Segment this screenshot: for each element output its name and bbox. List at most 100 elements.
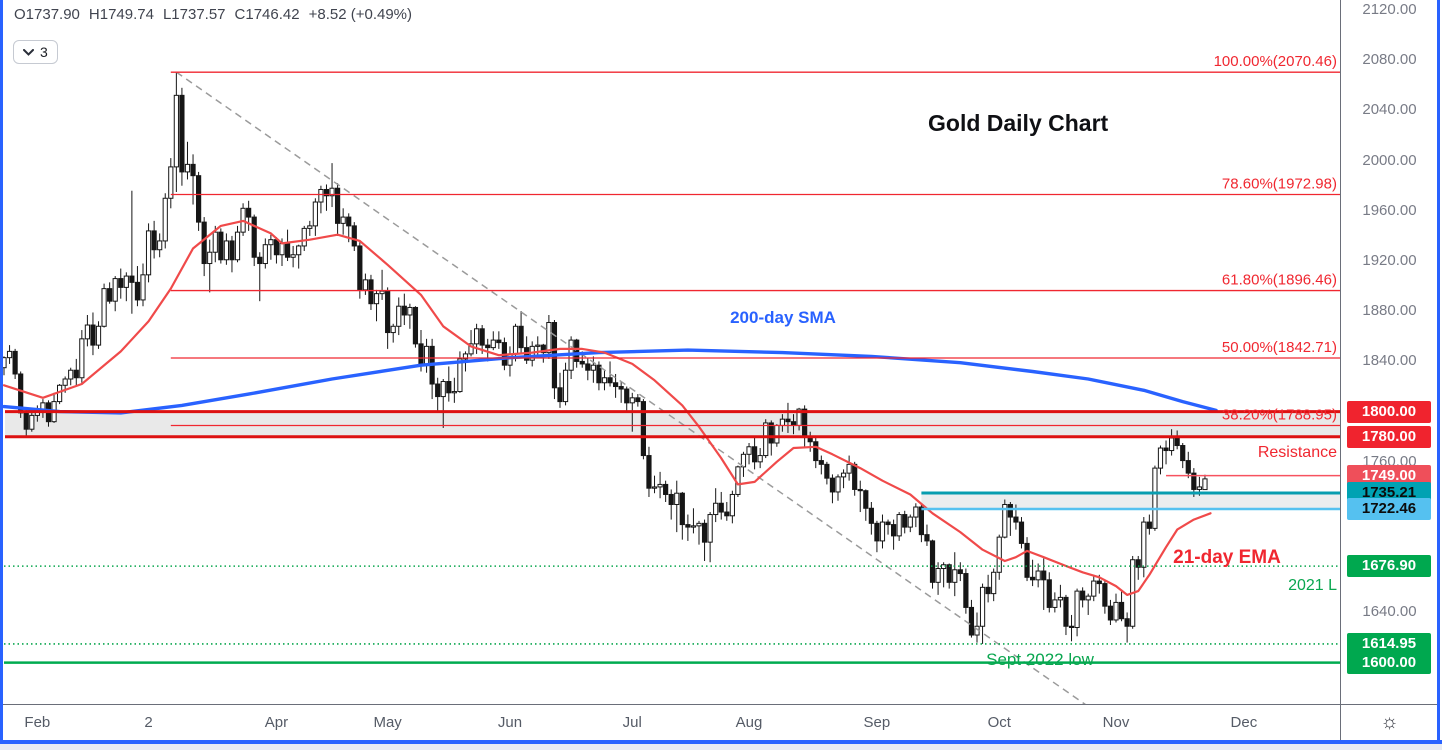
candle-body	[385, 290, 391, 334]
fib-label-38.20%[interactable]: 38.20%(1788.95)	[1222, 407, 1337, 424]
candle-body	[234, 231, 241, 261]
candle-body	[1096, 580, 1102, 585]
ohlc-low: L1737.57	[162, 6, 226, 23]
candle-body	[613, 382, 619, 388]
candle-body	[1118, 601, 1125, 620]
fib-label-100.00%[interactable]: 100.00%(2070.46)	[1214, 53, 1337, 70]
price-badge-1722.46: 1722.46	[1347, 497, 1431, 520]
price-badge-1676.90: 1676.90	[1347, 555, 1431, 578]
candle-body	[924, 534, 930, 542]
window-bottom-strip	[0, 744, 1442, 750]
candle-body	[479, 328, 485, 346]
candle-body	[73, 369, 79, 379]
candle-body	[379, 290, 385, 295]
candle-body	[218, 231, 224, 261]
low-2021-label[interactable]: 2021 L	[1288, 577, 1337, 594]
fib-label-50.00%[interactable]: 50.00%(1842.71)	[1222, 339, 1337, 356]
time-tick-Apr: Apr	[264, 714, 289, 731]
candle-body	[874, 522, 880, 542]
sma-200-line[interactable]	[2, 348, 1218, 415]
candle-body	[262, 244, 268, 265]
candle-body	[957, 569, 963, 575]
candle-body	[757, 455, 763, 463]
candle-body	[562, 369, 569, 403]
candle-body	[1146, 521, 1152, 529]
candle-body	[190, 163, 196, 177]
candlestick-plot[interactable]: 100.00%(2070.46) 78.60%(1972.98) 61.80%(18…	[0, 0, 1340, 704]
candle-body	[329, 187, 335, 197]
candle-body	[651, 486, 658, 489]
candle-body	[1102, 583, 1108, 607]
resistance-zone-fill[interactable]	[5, 411, 1340, 437]
candle-body	[290, 254, 296, 258]
price-tick-1880.00: 1880.00	[1362, 302, 1417, 320]
candle-body	[196, 175, 202, 223]
candle-body	[913, 506, 919, 518]
candle-body	[646, 455, 652, 489]
candle-body	[412, 306, 419, 345]
chart-settings-gear-icon[interactable]: ☼	[1380, 711, 1399, 733]
candle-body	[535, 344, 541, 347]
candle-body	[357, 245, 363, 291]
time-axis[interactable]: Feb 2 Apr May Jun Jul Aug Sep Oct Nov Dec	[0, 704, 1340, 741]
ohlc-high: H1749.74	[88, 6, 154, 23]
candle-body	[468, 343, 474, 355]
candle-body	[718, 502, 724, 513]
chevron-down-icon	[23, 48, 34, 56]
candle-body	[590, 364, 596, 371]
candle-body	[696, 522, 702, 527]
downtrend-line[interactable]	[175, 71, 1093, 704]
candle-body	[268, 239, 274, 246]
candle-body	[635, 397, 641, 403]
candle-body	[1013, 516, 1019, 523]
candle-body	[1107, 605, 1114, 621]
candle-body	[162, 197, 168, 242]
price-badge-1600.00: 1600.00	[1347, 651, 1431, 674]
candle-body	[1035, 570, 1041, 581]
candle-body	[852, 463, 858, 490]
candle-body	[891, 524, 897, 537]
sma-label[interactable]: 200-day SMA	[730, 308, 836, 327]
candle-body	[134, 281, 141, 301]
time-tick-2: 2	[144, 714, 153, 731]
interval-dropdown-button[interactable]: 3	[13, 40, 58, 64]
candle-body	[907, 516, 913, 528]
candle-body	[857, 488, 863, 492]
candle-body	[462, 353, 469, 360]
candle-body	[273, 239, 280, 256]
ohlc-open: O1737.90	[14, 6, 80, 23]
fib-label-61.80%[interactable]: 61.80%(1896.46)	[1222, 272, 1337, 289]
candle-body	[173, 94, 179, 168]
candle-body	[540, 344, 546, 354]
candle-body	[746, 446, 752, 455]
candle-body	[835, 476, 841, 493]
window-bottom-bar[interactable]	[0, 740, 1442, 744]
price-axis[interactable]: 2120.00 2080.00 2040.00 2000.00 1960.00 1920.…	[1340, 0, 1438, 740]
candle-body	[157, 240, 163, 251]
candle-body	[362, 279, 368, 291]
candle-body	[351, 225, 357, 247]
sept-2022-low-label[interactable]: Sept 2022 low	[986, 650, 1094, 669]
ohlc-change: +8.52 (+0.49%)	[308, 6, 412, 23]
time-tick-Jun: Jun	[497, 714, 523, 731]
ema-label[interactable]: 21-day EMA	[1173, 547, 1281, 568]
candle-body	[779, 418, 785, 426]
demand-zone-fill[interactable]	[921, 492, 1340, 509]
price-tick-2000.00: 2000.00	[1362, 151, 1417, 169]
price-badge-1749.00: 1749.00	[1347, 464, 1431, 487]
axis-corner-cell: ☼	[1340, 704, 1438, 741]
candle-body	[868, 507, 874, 524]
candle-body	[1041, 570, 1047, 581]
candle-body	[29, 414, 35, 430]
candle-body	[323, 188, 330, 197]
candle-body	[1068, 625, 1075, 629]
price-tick-1640.00: 1640.00	[1362, 603, 1417, 621]
candle-body	[68, 369, 74, 380]
fib-label-78.60%[interactable]: 78.60%(1972.98)	[1222, 176, 1337, 193]
candle-body	[1080, 590, 1086, 601]
candle-body	[690, 525, 697, 528]
resistance-label[interactable]: Resistance	[1258, 444, 1337, 461]
ema-21-line[interactable]	[2, 219, 1212, 596]
window-border-left	[0, 0, 3, 744]
time-tick-Sep: Sep	[863, 714, 891, 731]
